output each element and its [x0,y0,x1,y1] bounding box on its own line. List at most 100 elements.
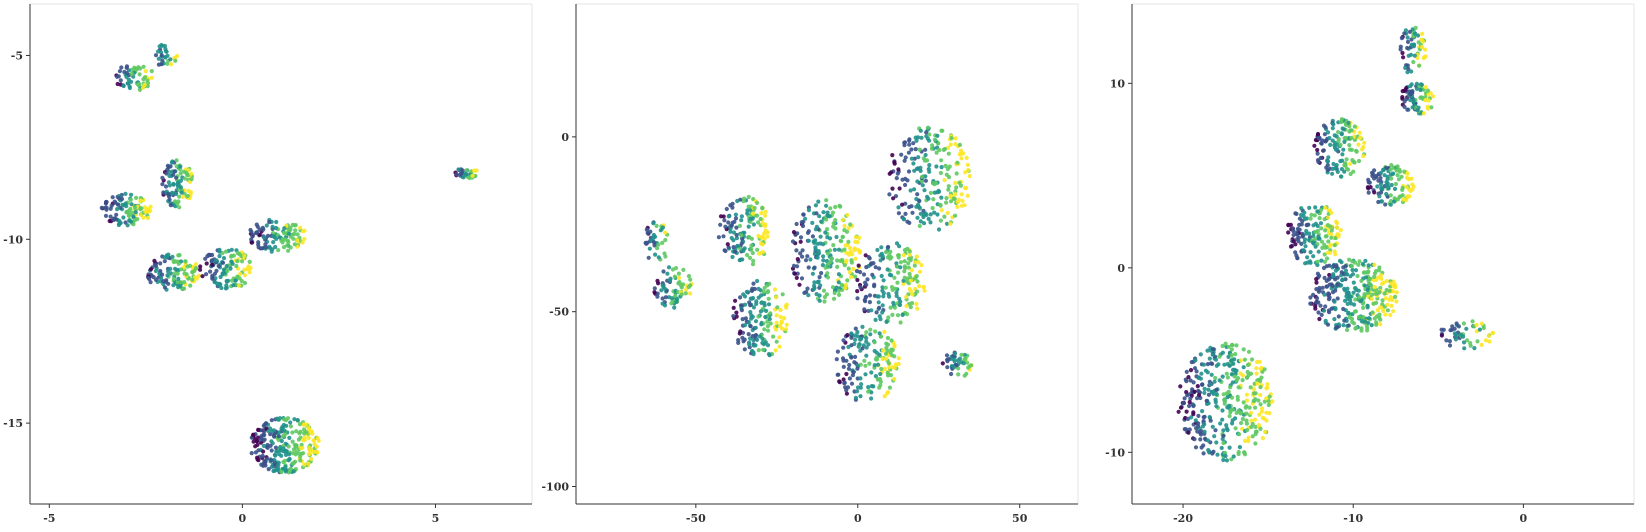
data-point [1253,405,1258,410]
data-point [1265,382,1270,387]
data-point [741,247,746,252]
data-point [307,452,312,457]
data-point [1198,352,1203,357]
data-point [1384,279,1389,284]
data-point [948,193,953,199]
data-point [1375,184,1380,189]
data-point [909,301,915,306]
data-point [1308,250,1313,255]
data-point [1221,457,1226,463]
data-point [751,258,756,263]
data-point [1380,281,1385,286]
data-point [1244,404,1249,409]
data-point [1198,432,1204,437]
data-point [753,343,758,348]
data-point [142,75,148,80]
data-point [1366,263,1371,268]
data-point [1325,163,1330,168]
data-point [1189,360,1194,365]
data-point [1289,244,1294,249]
data-point [679,292,684,297]
data-point [236,283,241,288]
data-point [1313,306,1318,311]
data-point [1330,138,1335,143]
data-point [288,424,293,429]
data-point [1321,148,1326,153]
data-point [168,62,174,67]
data-point [858,394,863,399]
data-point [922,188,927,193]
data-point [118,78,123,83]
data-point [1258,402,1263,407]
data-point [875,362,881,367]
data-point [748,310,753,315]
y-tick-label: 0 [1117,262,1125,275]
data-point [1207,356,1212,361]
data-point [1182,396,1187,401]
data-point [139,198,144,203]
y-tick-label: -15 [3,417,23,430]
data-point [1402,169,1407,174]
data-point [823,265,828,270]
data-point [757,334,762,339]
data-point [250,234,255,239]
data-point [1220,374,1225,379]
data-point [756,314,761,319]
data-point [880,254,885,259]
data-point [1246,362,1251,367]
data-point [273,225,279,231]
data-point [276,434,281,439]
data-point [811,239,816,244]
data-point [1259,375,1264,380]
data-point [863,253,868,258]
data-point [1490,330,1496,336]
data-point [935,133,940,138]
data-point [672,305,677,310]
data-point [880,356,885,361]
data-point [880,285,885,290]
data-point [939,158,944,163]
data-point [815,255,820,260]
data-point [1410,182,1415,187]
data-point [117,69,122,74]
data-point [762,303,767,308]
data-point [872,282,877,287]
data-point [1210,352,1215,357]
data-point [961,361,966,366]
data-point [1407,177,1412,182]
data-point [1213,375,1218,381]
data-point [774,295,779,300]
data-point [1336,314,1341,319]
data-point [1365,328,1370,333]
data-point [256,458,261,463]
data-point [954,185,959,190]
data-point [775,305,780,310]
data-point [817,214,822,219]
data-point [920,179,925,184]
data-point [1372,316,1377,321]
data-point [1318,155,1323,161]
data-point [276,248,281,253]
data-point [1370,172,1376,177]
data-point [178,171,183,176]
data-point [1324,278,1329,283]
data-point [957,142,963,147]
data-point [1194,369,1199,374]
data-point [917,223,922,229]
data-point [886,244,891,250]
data-point [739,308,745,313]
data-point [832,247,838,252]
data-point [287,452,292,457]
data-point [966,365,971,370]
points [1176,25,1496,463]
data-point [885,370,890,375]
data-point [847,376,853,381]
data-point [665,271,670,276]
data-point [938,203,943,208]
data-point [738,197,743,202]
data-point [917,147,922,152]
data-point [200,274,205,279]
data-point [288,227,293,232]
data-point [174,191,179,197]
data-point [123,220,128,225]
